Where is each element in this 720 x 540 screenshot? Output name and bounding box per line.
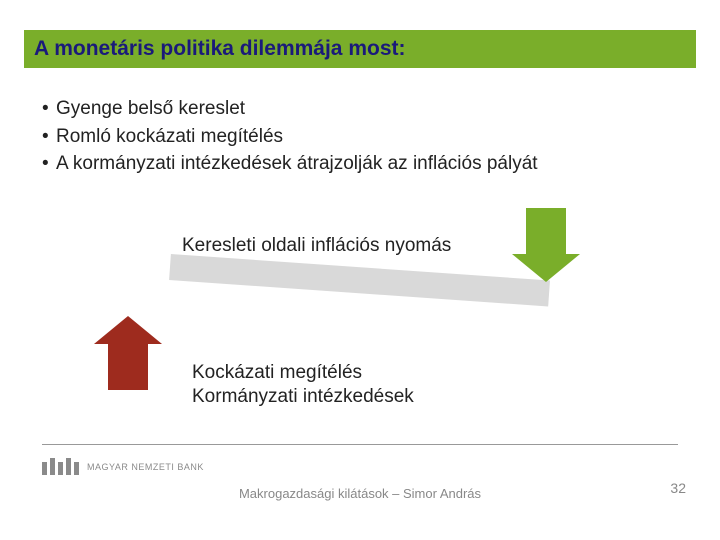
gov-label: Kormányzati intézkedések bbox=[192, 386, 414, 408]
slide-title: A monetáris politika dilemmája most: bbox=[34, 37, 405, 61]
bullet-text: Romló kockázati megítélés bbox=[56, 126, 283, 147]
slide: A monetáris politika dilemmája most: •Gy… bbox=[0, 0, 720, 540]
bullet-text: A kormányzati intézkedések átrajzolják a… bbox=[56, 153, 538, 174]
arrow-down-icon bbox=[526, 208, 580, 282]
title-bar: A monetáris politika dilemmája most: bbox=[24, 30, 696, 68]
mnb-logo: MAGYAR NEMZETI BANK bbox=[42, 458, 204, 475]
bullet-item: •Gyenge belső kereslet bbox=[42, 96, 682, 122]
bullet-item: •Romló kockázati megítélés bbox=[42, 124, 682, 150]
arrow-up-icon bbox=[108, 316, 162, 390]
bullet-list: •Gyenge belső kereslet •Romló kockázati … bbox=[42, 96, 682, 179]
footer-divider bbox=[42, 444, 678, 445]
trend-bar bbox=[169, 254, 550, 306]
page-number: 32 bbox=[670, 480, 686, 496]
bullet-text: Gyenge belső kereslet bbox=[56, 98, 245, 119]
bottom-labels: Kockázati megítélés Kormányzati intézked… bbox=[192, 362, 414, 410]
logo-text: MAGYAR NEMZETI BANK bbox=[87, 462, 204, 472]
bullet-item: •A kormányzati intézkedések átrajzolják … bbox=[42, 151, 682, 177]
footer-text: Makrogazdasági kilátások – Simor András bbox=[0, 486, 720, 501]
logo-bars-icon bbox=[42, 458, 79, 475]
risk-label: Kockázati megítélés bbox=[192, 362, 414, 384]
demand-pressure-label: Keresleti oldali inflációs nyomás bbox=[182, 235, 451, 257]
